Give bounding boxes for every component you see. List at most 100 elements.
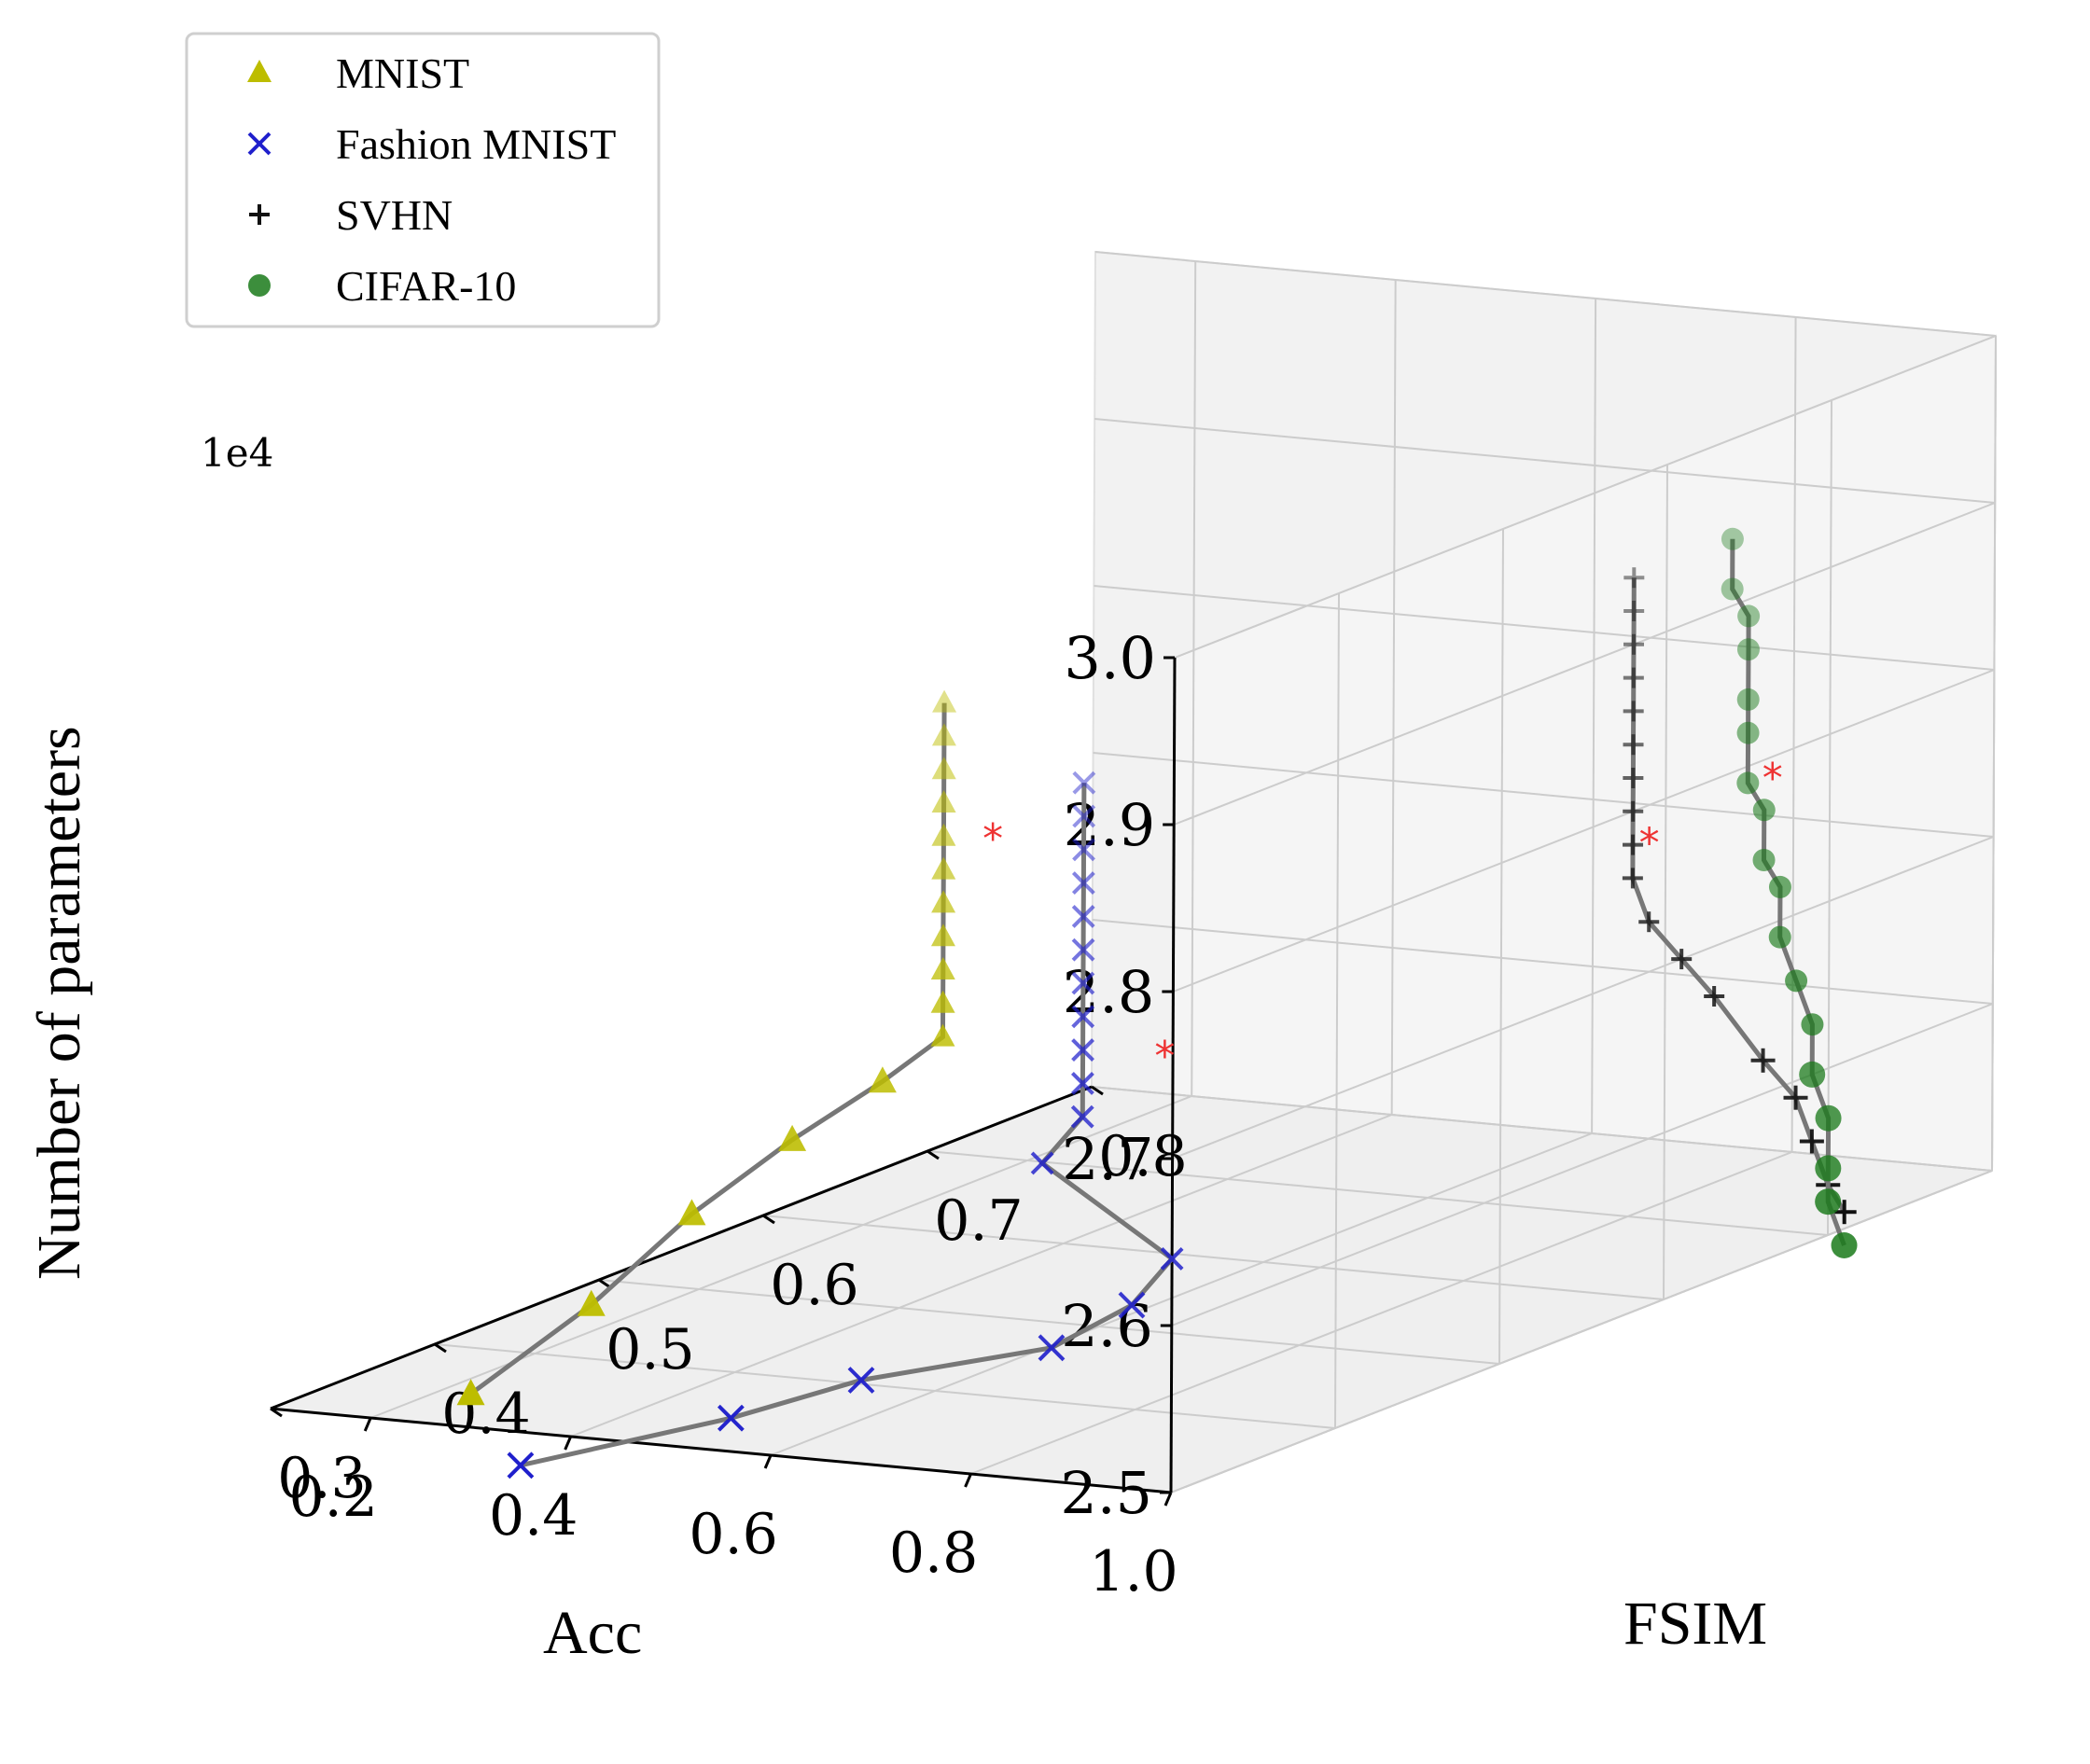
grid-line bbox=[1790, 316, 1797, 1153]
z-tick-label: 2.5 bbox=[1060, 1459, 1152, 1527]
point-group bbox=[930, 924, 955, 947]
point-group bbox=[1799, 1061, 1826, 1088]
point-group bbox=[930, 1023, 955, 1047]
data-point bbox=[507, 1451, 535, 1479]
legend-item: SVHN bbox=[249, 191, 453, 239]
data-point bbox=[1071, 871, 1095, 896]
data-point bbox=[1071, 1071, 1094, 1095]
data-point bbox=[930, 957, 955, 979]
point-group bbox=[1071, 971, 1095, 995]
data-point bbox=[1815, 1155, 1842, 1182]
data-point bbox=[1750, 1048, 1776, 1073]
legend-item: CIFAR-10 bbox=[248, 262, 516, 310]
y-tick-label: 0.5 bbox=[606, 1317, 694, 1382]
data-point bbox=[778, 1124, 807, 1151]
grid-line bbox=[1173, 669, 1995, 993]
data-point bbox=[1721, 577, 1744, 601]
data-point bbox=[1752, 849, 1776, 871]
data-point bbox=[931, 723, 956, 746]
x-tick-mark bbox=[763, 1454, 773, 1469]
data-point bbox=[1038, 1334, 1066, 1362]
data-point bbox=[1737, 604, 1761, 628]
y-tick-label: 0.7 bbox=[934, 1188, 1023, 1254]
grid-line bbox=[570, 1114, 1393, 1438]
grid-line bbox=[970, 1151, 1792, 1475]
point-group bbox=[1638, 911, 1660, 933]
point-group bbox=[1071, 871, 1095, 896]
data-point bbox=[1160, 1246, 1184, 1271]
data-point bbox=[1072, 771, 1096, 795]
grid-line bbox=[1173, 502, 1996, 826]
data-point bbox=[1799, 1129, 1824, 1154]
point-group bbox=[1623, 667, 1644, 688]
optimum-marker: * bbox=[1763, 755, 1783, 802]
grid-line bbox=[1091, 1086, 1993, 1172]
legend-label: MNIST bbox=[336, 49, 469, 97]
x-tick-mark bbox=[964, 1473, 972, 1488]
series-layer: * * * * bbox=[456, 527, 1858, 1479]
data-point bbox=[247, 132, 272, 156]
tick-labels: 2.5 2.6 2.7 2.8 2.9 3.0 1.0 0.8 0.6 0.4 0.20.3 0.4 0… bbox=[270, 624, 1188, 1604]
point-group bbox=[1736, 721, 1760, 744]
grid-line bbox=[770, 1132, 1593, 1456]
point-group bbox=[1030, 1151, 1054, 1175]
axes bbox=[270, 657, 1177, 1494]
data-point bbox=[1623, 768, 1644, 788]
data-point bbox=[249, 204, 270, 225]
point-group bbox=[507, 1451, 535, 1479]
data-point bbox=[847, 1367, 875, 1394]
data-point bbox=[1736, 638, 1760, 661]
point-group bbox=[1752, 849, 1776, 871]
point-group bbox=[868, 1066, 897, 1093]
point-group bbox=[1070, 1104, 1094, 1129]
grid-line bbox=[1172, 836, 1994, 1160]
data-point bbox=[677, 1199, 706, 1226]
z-tick-label: 3.0 bbox=[1064, 624, 1156, 692]
x-tick-label: 0.4 bbox=[489, 1483, 578, 1549]
data-point bbox=[248, 274, 271, 297]
point-group bbox=[1801, 1013, 1824, 1036]
point-group bbox=[1736, 688, 1760, 711]
z-axis-label: Number of parameters bbox=[25, 726, 93, 1280]
x-axis-line bbox=[270, 1407, 1172, 1494]
series-fashion-mnist: * bbox=[507, 771, 1184, 1479]
data-point bbox=[931, 790, 956, 813]
z-axis-line bbox=[1169, 657, 1177, 1493]
point-group bbox=[1071, 1038, 1094, 1063]
point-group bbox=[1071, 1071, 1094, 1095]
data-point bbox=[1638, 911, 1660, 933]
y-tick-mark bbox=[434, 1342, 447, 1354]
point-group bbox=[1768, 925, 1791, 949]
x-tick-label: 0.8 bbox=[889, 1521, 978, 1586]
data-point bbox=[1071, 1038, 1094, 1063]
grid-line bbox=[927, 1150, 1829, 1236]
point-group bbox=[1815, 1104, 1842, 1132]
y-tick-mark bbox=[1091, 1085, 1104, 1096]
x-tick-mark bbox=[1163, 1492, 1173, 1507]
point-group bbox=[1721, 527, 1744, 550]
grid-line bbox=[762, 1215, 1665, 1300]
point-group bbox=[1072, 838, 1095, 862]
data-point bbox=[1072, 804, 1096, 828]
data-point bbox=[717, 1404, 745, 1432]
data-point bbox=[1072, 838, 1095, 862]
point-group bbox=[1815, 1188, 1842, 1215]
point-group bbox=[1160, 1246, 1184, 1271]
grid-line bbox=[1663, 464, 1668, 1300]
point-group bbox=[1704, 986, 1725, 1007]
grid-line bbox=[1092, 919, 1993, 1005]
series-svhn: * bbox=[1622, 567, 1857, 1225]
data-point bbox=[1831, 1232, 1858, 1258]
y-tick-label: 0.8 bbox=[1098, 1124, 1187, 1189]
y-tick-mark bbox=[270, 1407, 283, 1418]
x-tick-label: 1.0 bbox=[1089, 1539, 1177, 1604]
grid-line bbox=[1827, 399, 1832, 1236]
y-tick-mark bbox=[598, 1278, 611, 1289]
point-group bbox=[1768, 875, 1791, 898]
y-axis-line bbox=[270, 1085, 1093, 1410]
point-group bbox=[677, 1199, 706, 1226]
x-tick-mark bbox=[363, 1417, 372, 1432]
data-point bbox=[1736, 688, 1760, 711]
point-group bbox=[1623, 633, 1644, 655]
legend-box bbox=[185, 32, 661, 328]
